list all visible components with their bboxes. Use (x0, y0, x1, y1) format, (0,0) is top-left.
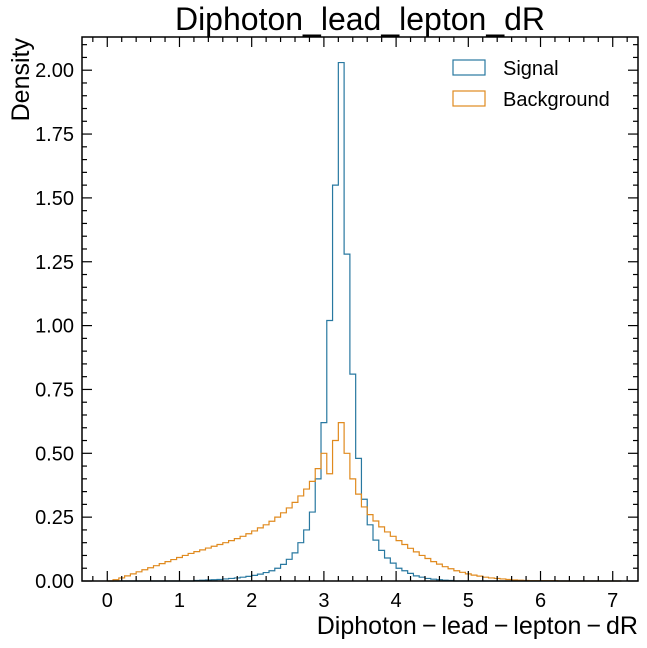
y-tick-label: 0.00 (35, 571, 74, 593)
x-tick-label: 1 (174, 590, 185, 612)
ticks-layer: 0 1 2 3 4 5 6 7 0.00 0.25 0.50 0.75 1.00 1.25 1.50 1.75… (35, 37, 638, 612)
series-layer (107, 61, 622, 582)
chart-title: Diphoton_lead_lepton_dR (175, 1, 545, 37)
legend-swatch-background (452, 90, 486, 107)
legend-swatch-signal (452, 59, 486, 76)
series-background-step (107, 422, 622, 582)
legend: Signal Background (452, 58, 610, 111)
y-tick-label: 0.25 (35, 507, 74, 529)
x-tick-label: 7 (607, 590, 618, 612)
x-tick-label: 2 (246, 590, 257, 612)
y-tick-label: 2.00 (35, 60, 74, 82)
x-tick-label: 0 (102, 590, 113, 612)
x-tick-label: 5 (463, 590, 474, 612)
y-tick-label: 1.75 (35, 124, 74, 146)
y-axis-label: Density (7, 38, 35, 122)
y-tick-label: 1.50 (35, 188, 74, 210)
x-axis-label: Diphoton − lead − lepton − dR (317, 612, 638, 640)
y-tick-label: 0.50 (35, 443, 74, 465)
plot-frame (81, 36, 639, 582)
y-tick-label: 1.25 (35, 252, 74, 274)
legend-label-background: Background (503, 89, 610, 111)
y-tick-label: 0.75 (35, 379, 74, 401)
x-tick-label: 6 (535, 590, 546, 612)
legend-label-signal: Signal (503, 58, 559, 80)
x-tick-label: 3 (318, 590, 329, 612)
series-signal-step (107, 61, 622, 582)
x-tick-label: 4 (391, 590, 402, 612)
y-tick-label: 1.00 (35, 316, 74, 338)
